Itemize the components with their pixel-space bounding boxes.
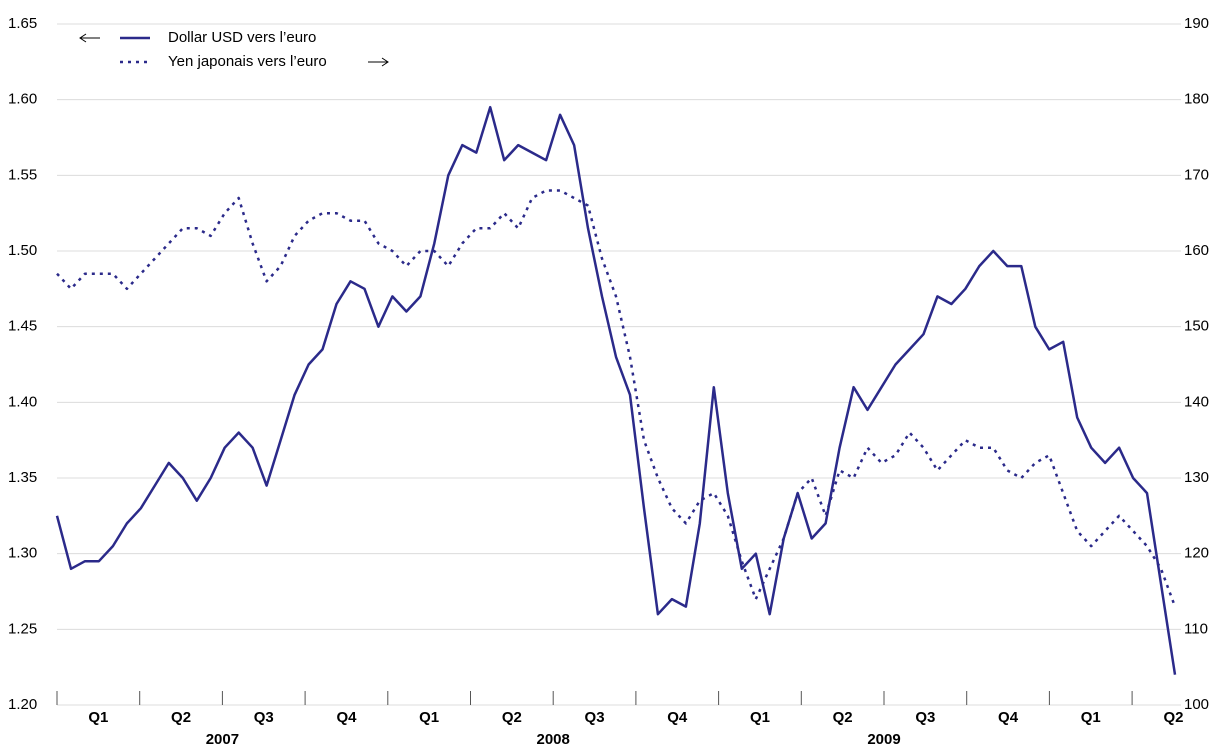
x-tick-label: Q4 bbox=[998, 709, 1019, 726]
x-tick-label: Q1 bbox=[419, 709, 439, 726]
x-tick-label: Q4 bbox=[336, 709, 357, 726]
y2-tick-label: 170 bbox=[1184, 166, 1209, 183]
x-tick-label: Q2 bbox=[502, 709, 522, 726]
x-tick-label: Q4 bbox=[667, 709, 688, 726]
y-tick-label: 1.30 bbox=[8, 545, 37, 562]
x-tick-label: Q2 bbox=[1163, 709, 1183, 726]
x-tick-label: Q3 bbox=[915, 709, 935, 726]
year-label: 2008 bbox=[537, 731, 570, 748]
series-line bbox=[55, 105, 1177, 675]
y-tick-label: 1.25 bbox=[8, 620, 37, 637]
legend-arrow-left-head bbox=[79, 33, 87, 43]
legend-label: Dollar USD vers l’euro bbox=[168, 29, 316, 46]
y-tick-label: 1.50 bbox=[8, 242, 37, 259]
y-tick-label: 1.20 bbox=[8, 696, 37, 713]
legend: Dollar USD vers l’euro Yen japonais vers… bbox=[79, 29, 389, 70]
legend-label: Yen japonais vers l’euro bbox=[168, 53, 327, 70]
year-label: 2009 bbox=[867, 731, 900, 748]
y2-tick-label: 140 bbox=[1184, 393, 1209, 410]
x-tick-label: Q1 bbox=[750, 709, 770, 726]
x-tick-label: Q3 bbox=[585, 709, 605, 726]
y2-tick-label: 160 bbox=[1184, 242, 1209, 259]
y2-tick-label: 180 bbox=[1184, 91, 1209, 108]
legend-arrow-right-head bbox=[381, 57, 389, 67]
y-tick-label: 1.55 bbox=[8, 166, 37, 183]
x-tick-label: Q1 bbox=[88, 709, 108, 726]
y-tick-label: 1.60 bbox=[8, 91, 37, 108]
year-label: 2007 bbox=[206, 731, 239, 748]
y2-tick-label: 130 bbox=[1184, 469, 1209, 486]
y-tick-label: 1.35 bbox=[8, 469, 37, 486]
y2-tick-label: 150 bbox=[1184, 318, 1209, 335]
x-tick-label: Q1 bbox=[1081, 709, 1101, 726]
series-line bbox=[56, 189, 1177, 608]
x-tick-label: Q2 bbox=[833, 709, 853, 726]
y2-tick-label: 100 bbox=[1184, 696, 1209, 713]
y2-tick-label: 110 bbox=[1184, 620, 1208, 637]
y-tick-label: 1.40 bbox=[8, 393, 37, 410]
y2-tick-label: 190 bbox=[1184, 15, 1209, 32]
x-tick-label: Q3 bbox=[254, 709, 274, 726]
x-tick-label: Q2 bbox=[171, 709, 191, 726]
y-tick-label: 1.45 bbox=[8, 318, 37, 335]
y-tick-label: 1.65 bbox=[8, 15, 37, 32]
y2-tick-label: 120 bbox=[1184, 545, 1209, 562]
